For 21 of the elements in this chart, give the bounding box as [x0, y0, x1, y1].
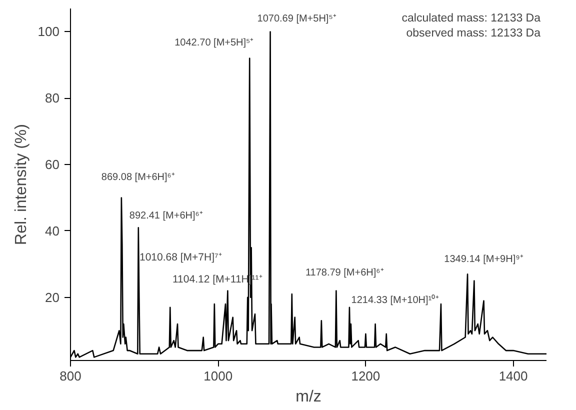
y-tick-label: 40 — [45, 223, 60, 238]
annotation: 892.41 [M+6H]⁶⁺ — [129, 210, 204, 222]
annotation: observed mass: 12133 Da — [406, 28, 542, 40]
annotation: 1042.70 [M+5H]⁵⁺ — [174, 37, 254, 48]
x-axis-title: m/z — [296, 388, 322, 406]
annotation: 1010.68 [M+7H]⁷⁺ — [140, 252, 222, 264]
y-tick-label: 80 — [45, 90, 60, 106]
annotation: 1214.33 [M+10H]¹⁰⁺ — [351, 294, 440, 306]
annotation: calculated mass: 12133 Da — [402, 12, 542, 24]
x-tick-label: 1200 — [351, 368, 380, 384]
annotation: 1349.14 [M+9H]⁹⁺ — [444, 254, 524, 265]
y-tick-label: 20 — [45, 290, 60, 305]
annotation: 1070.69 [M+5H]⁵⁺ — [257, 14, 337, 25]
annotation: 1178.79 [M+6H]⁶⁺ — [305, 267, 384, 278]
y-axis-title: Rel. intensity (%) — [12, 124, 30, 245]
y-tick-label: 60 — [45, 157, 60, 172]
x-tick-label: 800 — [60, 368, 82, 384]
x-tick-label: 1000 — [204, 368, 233, 384]
annotation: 869.08 [M+6H]⁶⁺ — [101, 172, 176, 183]
y-tick-label: 100 — [38, 24, 60, 40]
x-tick-label: 1400 — [498, 368, 528, 384]
